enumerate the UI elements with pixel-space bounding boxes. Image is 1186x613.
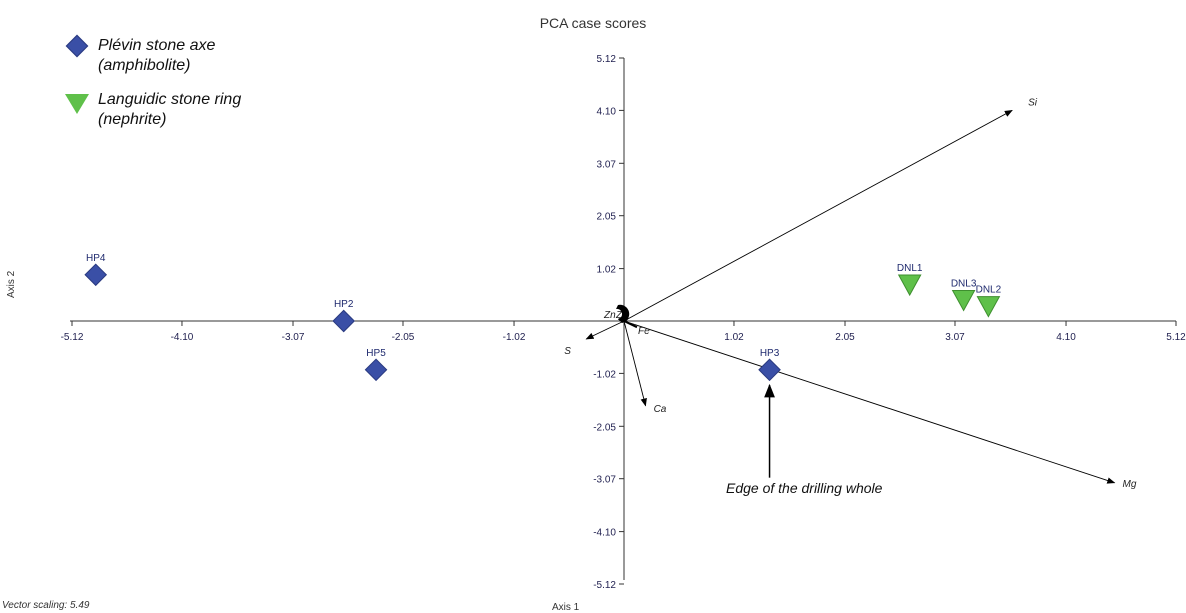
point-hp3 bbox=[758, 358, 781, 382]
legend-label-languidic-line2: (nephrite) bbox=[98, 111, 167, 128]
y-tick-label: -5.12 bbox=[593, 580, 616, 591]
legend-item-plevin: Plévin stone axe (amphibolite) bbox=[60, 34, 241, 76]
x-axis-label: Axis 1 bbox=[552, 602, 580, 613]
y-tick-label: -2.05 bbox=[593, 422, 616, 433]
vector-s bbox=[585, 320, 625, 340]
x-tick-label: -2.05 bbox=[392, 332, 415, 343]
vector-si bbox=[623, 109, 1013, 322]
legend: Plévin stone axe (amphibolite) Languidic… bbox=[60, 34, 241, 144]
point-label-dnl3: DNL3 bbox=[951, 278, 977, 289]
vector-label-zr: Zr bbox=[615, 310, 626, 321]
point-label-hp5: HP5 bbox=[366, 348, 386, 359]
y-tick-label: -3.07 bbox=[593, 475, 616, 486]
vector-label-fe: Fe bbox=[638, 326, 650, 337]
y-tick-label: -4.10 bbox=[593, 528, 616, 539]
y-tick-label: 1.02 bbox=[597, 265, 617, 276]
legend-label-languidic-line1: Languidic stone ring bbox=[98, 91, 242, 108]
point-hp5 bbox=[364, 358, 388, 382]
vector-mg bbox=[623, 320, 1116, 484]
y-tick-label: 3.07 bbox=[597, 159, 617, 170]
annotation-text: Edge of the drilling whole bbox=[726, 480, 883, 496]
vector-label-ca: Ca bbox=[654, 404, 667, 415]
point-dnl1 bbox=[897, 274, 922, 297]
x-tick-label: 1.02 bbox=[724, 332, 744, 343]
point-label-hp4: HP4 bbox=[86, 253, 106, 264]
vector-ca bbox=[623, 320, 647, 407]
y-tick-label: -1.02 bbox=[593, 369, 616, 380]
vector-scaling-note: Vector scaling: 5.49 bbox=[2, 600, 90, 611]
point-label-dnl2: DNL2 bbox=[976, 285, 1002, 296]
x-tick-label: 4.10 bbox=[1056, 332, 1076, 343]
point-label-dnl1: DNL1 bbox=[897, 263, 923, 274]
point-label-hp2: HP2 bbox=[334, 299, 354, 310]
legend-label-plevin-line1: Plévin stone axe bbox=[98, 37, 216, 54]
point-hp2 bbox=[332, 309, 356, 333]
x-tick-label: 2.05 bbox=[835, 332, 855, 343]
point-dnl3 bbox=[951, 289, 976, 312]
vector-fe bbox=[623, 320, 638, 329]
x-tick-label: -3.07 bbox=[282, 332, 305, 343]
point-label-hp3: HP3 bbox=[760, 348, 780, 359]
x-tick-label: -5.12 bbox=[61, 332, 84, 343]
x-tick-label: 5.12 bbox=[1166, 332, 1186, 343]
point-hp4 bbox=[84, 263, 108, 287]
y-tick-label: 4.10 bbox=[597, 106, 617, 117]
x-tick-label: 3.07 bbox=[945, 332, 965, 343]
chart-title: PCA case scores bbox=[539, 15, 647, 31]
vector-label-s: S bbox=[564, 346, 571, 357]
vector-label-zn: Zn bbox=[603, 310, 616, 321]
y-tick-label: 5.12 bbox=[597, 54, 617, 65]
y-axis-label: Axis 2 bbox=[6, 270, 17, 298]
vector-label-mg: Mg bbox=[1123, 479, 1137, 490]
origin-vector-cluster bbox=[616, 304, 630, 323]
vector-label-si: Si bbox=[1028, 97, 1038, 108]
x-tick-label: -4.10 bbox=[171, 332, 194, 343]
x-tick-label: -1.02 bbox=[503, 332, 526, 343]
triangle-marker-icon bbox=[60, 90, 98, 114]
legend-label-plevin-line2: (amphibolite) bbox=[98, 57, 191, 74]
y-tick-label: 2.05 bbox=[597, 212, 617, 223]
point-dnl2 bbox=[976, 296, 1001, 318]
legend-item-languidic: Languidic stone ring (nephrite) bbox=[60, 90, 241, 130]
